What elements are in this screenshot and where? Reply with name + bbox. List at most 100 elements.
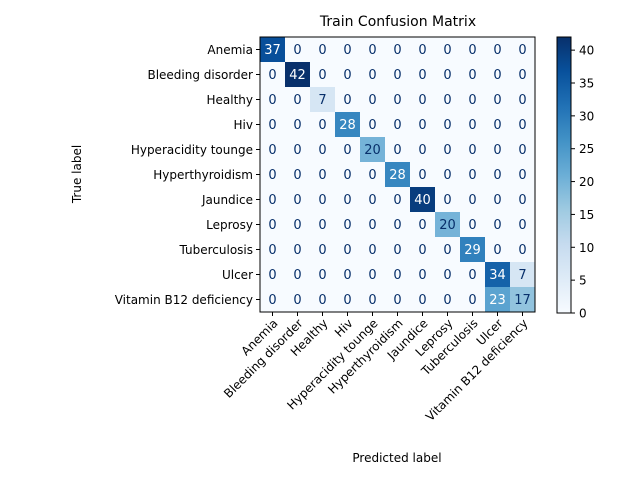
colorbar-tick-label: 15 [579,208,594,222]
heatmap-cell [510,187,535,212]
heatmap-cell [510,137,535,162]
cell-value: 0 [493,193,501,208]
cell-value: 0 [493,93,501,108]
heatmap-cell [335,287,360,312]
heatmap-cell [385,62,410,87]
cell-value: 0 [268,118,276,133]
heatmap-cell [360,237,385,262]
heatmap-cell [335,37,360,62]
heatmap-cell [460,137,485,162]
cell-value: 0 [518,143,526,158]
cell-value: 7 [518,268,526,283]
heatmap-cell [260,87,285,112]
cell-value: 0 [468,93,476,108]
cell-value: 17 [514,293,531,308]
cell-value: 0 [443,43,451,58]
cell-value: 0 [393,68,401,83]
heatmap-cell [485,187,510,212]
cell-value: 0 [343,193,351,208]
heatmap-cell [460,162,485,187]
heatmap-cells: 37 0 0 0 0 0 0 0 0 0 0 0 42 0 0 0 0 0 0 0 0 0 0 0 7 0 0 0 0 0 0 0 0 0 0 0 28… [260,37,535,312]
heatmap-cell [285,137,310,162]
heatmap-cell [510,37,535,62]
heatmap-cell [360,137,385,162]
y-tick-labels: Anemia Bleeding disorder Healthy Hiv Hyperac… [115,43,260,307]
heatmap-cell [310,37,335,62]
heatmap-cell [460,112,485,137]
heatmap-cell [435,212,460,237]
cell-value: 0 [493,68,501,83]
heatmap-cell [435,37,460,62]
cell-value: 0 [368,68,376,83]
x-axis-label: Predicted label [352,451,441,465]
cell-value: 0 [393,293,401,308]
y-tick-label: Vitamin B12 deficiency [115,293,253,307]
heatmap-cell [510,287,535,312]
cell-value: 0 [468,143,476,158]
heatmap-cell [485,212,510,237]
cell-value: 0 [418,43,426,58]
cell-value: 37 [264,43,281,58]
heatmap-cell [285,237,310,262]
heatmap-cell [335,62,360,87]
cell-value: 0 [393,218,401,233]
colorbar-ticks: 0 5 10 15 20 25 30 35 40 [571,44,594,321]
axes-frame [259,36,536,313]
heatmap-cell [510,87,535,112]
heatmap-cell [410,37,435,62]
cell-value: 0 [443,143,451,158]
y-tick-label: Healthy [206,93,253,107]
heatmap-cell [435,187,460,212]
cell-value: 0 [468,168,476,183]
heatmap-cell [410,62,435,87]
heatmap-cell [385,87,410,112]
cell-value: 0 [368,268,376,283]
cell-value: 0 [368,168,376,183]
cell-value: 7 [318,93,326,108]
heatmap-cell [335,87,360,112]
cell-value: 0 [393,118,401,133]
heatmap-cell [460,262,485,287]
heatmap-cell [460,37,485,62]
cell-value: 0 [293,93,301,108]
heatmap-cell [435,62,460,87]
heatmap-cell [260,62,285,87]
heatmap-cell [485,112,510,137]
cell-value: 0 [268,293,276,308]
heatmap-cell [485,237,510,262]
cell-value: 0 [318,118,326,133]
cell-value: 0 [343,143,351,158]
cell-value: 0 [443,118,451,133]
cell-value: 0 [368,293,376,308]
cell-value: 0 [468,118,476,133]
heatmap-cell [310,287,335,312]
cell-value: 0 [493,168,501,183]
heatmap-cell [285,112,310,137]
heatmap-cell [335,162,360,187]
cell-value: 0 [418,143,426,158]
cell-value: 0 [393,43,401,58]
cell-value: 0 [293,293,301,308]
heatmap-cell [435,162,460,187]
cell-value: 0 [493,118,501,133]
heatmap-cell [510,262,535,287]
heatmap-cell [435,262,460,287]
cell-value: 34 [489,268,506,283]
heatmap-cell [385,262,410,287]
cell-value: 0 [393,243,401,258]
heatmap-cell [335,212,360,237]
cell-value: 0 [268,68,276,83]
colorbar-tick-label: 0 [579,307,587,321]
heatmap-cell [385,287,410,312]
heatmap-cell [485,137,510,162]
cell-value: 0 [468,218,476,233]
cell-value: 42 [289,68,306,83]
cell-value: 0 [443,168,451,183]
cell-value: 0 [293,143,301,158]
cell-value: 0 [318,193,326,208]
heatmap-cell [285,162,310,187]
heatmap-cell [510,112,535,137]
heatmap-cell [285,212,310,237]
y-axis-label: True label [70,145,84,204]
